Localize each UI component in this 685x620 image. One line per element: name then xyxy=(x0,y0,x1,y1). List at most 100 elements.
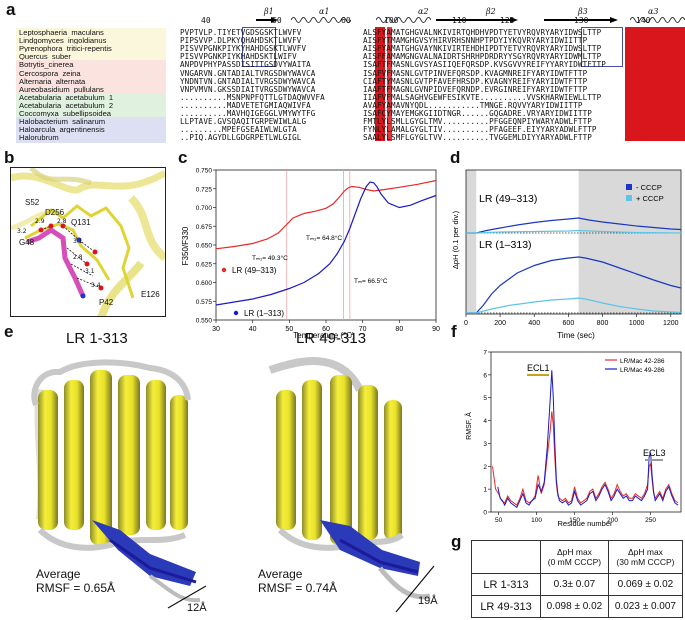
ruler-120: 120 xyxy=(500,16,515,25)
e-average-label-1: Average xyxy=(36,567,81,581)
table-row: LR 49-313 0.098 ± 0.02 0.023 ± 0.007 xyxy=(471,595,684,618)
d-x-tick-label: 1200 xyxy=(663,320,679,327)
e-rmsf-lr49: RMSF = 0.74Å xyxy=(258,581,338,595)
c-y-tick-label: 0.750 xyxy=(196,168,213,175)
d-legend-swatch-minus xyxy=(626,184,632,190)
sequence-segment-2: AISFFAMAMGNGVALNAIDRTSHRHPDRDRYYSGYRQVRY… xyxy=(363,52,602,62)
alpha3-helix xyxy=(630,17,685,23)
table-row-label: LR 49-313 xyxy=(471,595,541,618)
organism-name: Coccomyxa_subellipsoidea xyxy=(16,109,166,119)
table-cell: 0.3± 0.07 xyxy=(540,573,609,597)
sequence-segment-2: IIAFVFMALSAGHVGEWFESIKVTE..........VVSKH… xyxy=(363,92,602,102)
f-y-tick-label: 7 xyxy=(483,350,487,357)
sequence-segment-1: ..PIQ.AGYDLLGDGRPETLWLGIGL xyxy=(180,133,302,143)
ss-alpha1: α1 xyxy=(319,7,330,16)
structure-closeup: S52 D256 Q131 G48 P42 E126 2.9 3.2 2.8 3… xyxy=(10,167,166,317)
f-y-tick-label: 3 xyxy=(483,441,487,448)
sequence-segment-2: CIAFTYMASNLGVTPFAVEFHRSDP.KVAGNYREIFYARY… xyxy=(363,76,588,86)
f-y-tick-label: 1 xyxy=(483,487,487,494)
sequence-segment-2: FMTLYLSMLLGYGLTMV..........PFGGEQNPIYWAR… xyxy=(363,117,592,127)
organism-name: Botrytis_cinerea xyxy=(16,60,166,71)
d-label-lr49: LR (49–313) xyxy=(479,193,537,205)
sequence-segment-2: ISAFVFMASNLGVTPINVEFQRSDP.KVAGMNREIFYARY… xyxy=(363,68,588,78)
organism-name: Acetabularia_acetabulum_1 xyxy=(16,92,166,103)
c-x-tick-label: 80 xyxy=(395,326,403,333)
distance-label: 3.4 xyxy=(91,282,101,289)
sequence-segment-1: ..........MADVETETGMIAQWIVFA xyxy=(180,100,311,110)
motif-box xyxy=(581,27,623,67)
panel-label-c: c xyxy=(178,148,188,167)
e-rmsf-lr1: RMSF = 0.65Å xyxy=(36,581,116,595)
sequence-segment-1: ..........MSNPNPFQTTLGTDAQWVVFA xyxy=(180,92,325,102)
d-series-line-2 xyxy=(466,256,682,314)
scale-bar-lr49 xyxy=(395,565,435,613)
organism-name: Pyrenophora_tritici-repentis xyxy=(16,44,166,55)
e-title-lr1: LR 1-313 xyxy=(66,330,128,347)
ruler-100: 100 xyxy=(384,16,399,25)
f-x-tick-label: 200 xyxy=(607,517,618,524)
distance-label: 3.1 xyxy=(73,238,83,245)
sequence-segment-1: PIPSVVP.DLPKYQHAHDSKTLWVFV xyxy=(180,36,302,46)
motif-box xyxy=(242,27,276,67)
d-legend-minus: - CCCP xyxy=(636,183,662,192)
e-average-label-2: Average xyxy=(258,567,303,581)
d-x-tick-label: 400 xyxy=(528,320,540,327)
table-header-title: ΔpH max xyxy=(556,547,592,558)
ensemble-lr1 xyxy=(31,359,201,603)
organism-name: Cercospora_zeina xyxy=(16,68,166,79)
sequence-segment-2: FYNLYLAMALGYGLTIV..........PFAGEEF.EIYYA… xyxy=(363,125,597,135)
organism-name: Aureobasidium_pullulans xyxy=(16,84,166,95)
c-plot-frame xyxy=(215,169,437,321)
sequence-segment-2: AVAFYAMAVNYQDL...........TMNGE.RQVVYARYI… xyxy=(363,100,583,110)
beta1-arrow xyxy=(256,17,278,23)
ruler-60: 60 xyxy=(341,16,351,25)
alpha2-helix xyxy=(376,17,431,23)
c-x-tick-label: 60 xyxy=(322,326,330,333)
sequence-segment-1: PISVVPGNKPIYKYHAHDGSKTLWVFV xyxy=(180,44,307,54)
panel-label-f: f xyxy=(451,322,457,341)
d-label-lr1: LR (1–313) xyxy=(479,239,532,251)
d-dark-region xyxy=(578,170,681,314)
c-y-tick-label: 0.550 xyxy=(196,318,213,325)
d-plot-frame xyxy=(465,169,682,315)
ruler-50: 50 xyxy=(272,16,282,25)
panel-label-e: e xyxy=(4,322,14,341)
table-header-30mM: ΔpH max (30 mM CCCP) xyxy=(607,539,684,575)
panel-label-b: b xyxy=(4,148,15,167)
ss-beta2: β2 xyxy=(486,7,496,16)
c-tm1-annotation: Tₘ₁= 49.3°C xyxy=(252,254,288,262)
d-legend-swatch-plus xyxy=(626,195,632,201)
table-header-0mM: ΔpH max (0 mM CCCP) xyxy=(540,539,609,575)
table-header-sub: (0 mM CCCP) xyxy=(547,557,602,568)
c-y-axis-label: F350/F330 xyxy=(181,226,190,265)
chart-thermal-melt: 30 40 50 60 70 80 90 0.550 0.575 0.600 0.625 0.650 0… xyxy=(181,168,440,341)
residue-q131: Q131 xyxy=(71,218,91,227)
residue-e126: E126 xyxy=(141,290,160,299)
sequence-segment-1: LLPTAVE.GVSQAQITGRPEWIWLALG xyxy=(180,117,307,127)
distance-label: 3.2 xyxy=(17,228,27,235)
d-x-tick-label: 800 xyxy=(597,320,609,327)
organism-name: Halobacterium_salinarum xyxy=(16,117,166,128)
residue-p42: P42 xyxy=(99,298,114,307)
sequence-segment-1: PISVVPGNKPIYKHAHDSKTLWIFV xyxy=(180,52,297,62)
beta3-arrow xyxy=(544,17,618,23)
table-cell: 0.098 ± 0.02 xyxy=(540,595,609,618)
f-x-tick-label: 150 xyxy=(569,517,580,524)
table-row-label: LR 1-313 xyxy=(471,573,541,597)
table-header-title: ΔpH max xyxy=(627,547,663,558)
organism-name: Haloarcula_argentinensis xyxy=(16,125,166,136)
sequence-segment-1: PVPTVLP.TIYETVGDSGSKTLWVFV xyxy=(180,28,302,37)
sequence-segment-1: YNDNTVN.GNTADIALTVRGSDWYWAVCA xyxy=(180,76,316,86)
sequence-segment-2: AISFYAMATGHGVAYNKIVIRTEHDHIPDTYETVYRQVRY… xyxy=(363,44,602,54)
c-x-tick-label: 40 xyxy=(249,326,257,333)
d-x-tick-label: 600 xyxy=(563,320,575,327)
ss-alpha2: α2 xyxy=(418,7,429,16)
sequence-segment-1: ANPDVPHYPASSDISITTGSDVYWAITA xyxy=(180,60,311,70)
sequence-segment-1: .........MPEFGSEAIWLWLGTA xyxy=(180,125,297,135)
d-series-line-1 xyxy=(466,229,682,234)
c-x-tick-label: 90 xyxy=(432,326,440,333)
panel-label-g: g xyxy=(451,532,462,551)
f-y-tick-label: 6 xyxy=(483,372,487,379)
organism-name: Halorubrum xyxy=(16,133,166,144)
c-y-tick-label: 0.650 xyxy=(196,243,213,250)
